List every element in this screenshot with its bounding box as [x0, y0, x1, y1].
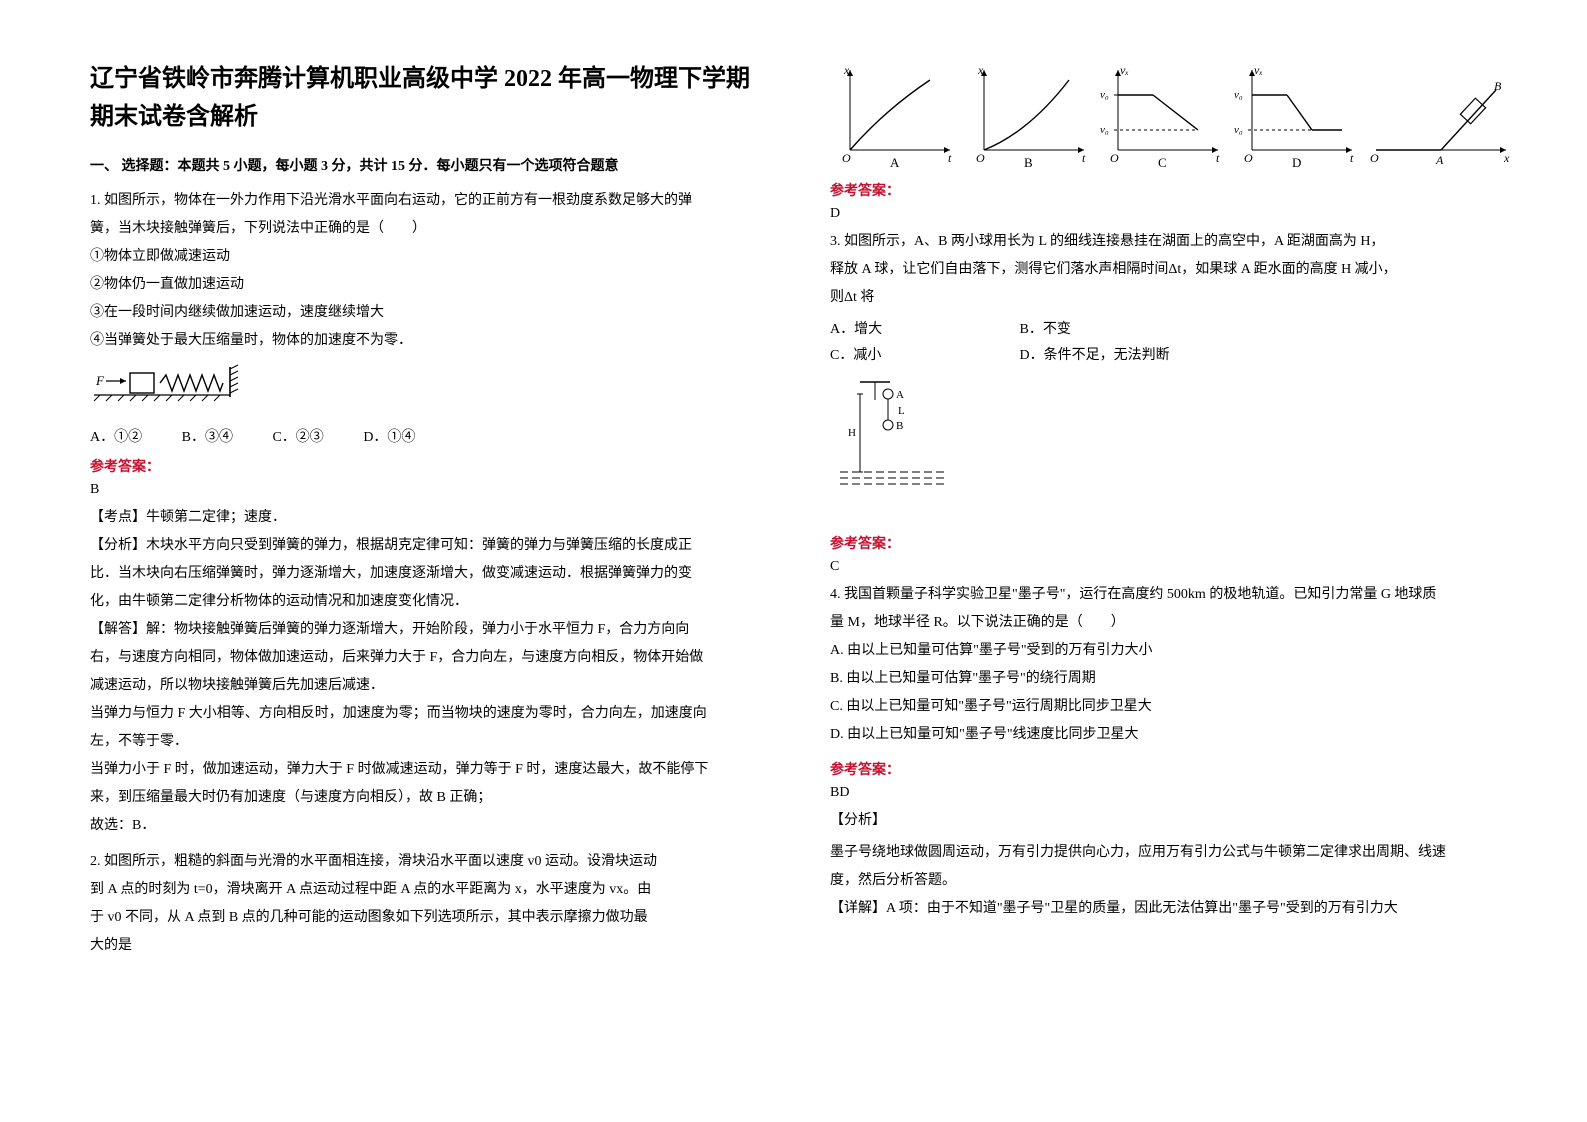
q1-stem-line2: 簧，当木块接触弹簧后，下列说法中正确的是（ ）: [90, 215, 770, 243]
svg-text:x: x: [843, 63, 850, 77]
graph-a: x O t A: [830, 60, 960, 170]
graph-b: x O t B: [964, 60, 1094, 170]
q1-choice-b: B．③④: [182, 430, 233, 445]
q1-choice-d: D．①④: [363, 430, 415, 445]
q1-fenxi-2: 比．当木块向右压缩弹簧时，弹力逐渐增大，加速度逐渐增大，做变减速运动．根据弹簧弹…: [90, 560, 770, 588]
svg-text:B: B: [1024, 155, 1033, 170]
q4-stem-2: 量 M，地球半径 R。以下说法正确的是（ ）: [830, 609, 1510, 637]
graph-d: vₓ v₀ v₀ O t D: [1232, 60, 1362, 170]
svg-text:O: O: [976, 151, 985, 165]
q1-choices: A．①② B．③④ C．②③ D．①④: [90, 426, 770, 446]
graph-c: vₓ v₀ v₀ O t C: [1098, 60, 1228, 170]
q1-option-3: ③在一段时间内继续做加速运动，速度继续增大: [90, 299, 770, 327]
svg-text:t: t: [1216, 151, 1220, 165]
svg-text:B: B: [896, 420, 903, 432]
svg-text:F: F: [95, 373, 105, 388]
svg-text:x: x: [1503, 151, 1510, 165]
spring-diagram: F: [90, 363, 770, 418]
q4-opt-a: A. 由以上已知量可估算"墨子号"受到的万有引力大小: [830, 637, 1510, 665]
q4-opt-c: C. 由以上已知量可知"墨子号"运行周期比同步卫星大: [830, 693, 1510, 721]
svg-text:v₀: v₀: [1100, 89, 1109, 101]
q2-ref-answer-label: 参考答案：: [830, 180, 1510, 200]
svg-text:v₀: v₀: [1234, 124, 1243, 136]
q3-stem-3: 则Δt 将: [830, 284, 1510, 312]
q3-options-row2: C．减小 D．条件不足，无法判断: [830, 344, 1510, 364]
q3-opt-c: C．减小: [830, 344, 980, 364]
balls-diagram: A L B H: [830, 372, 1510, 517]
q1-jieda-2: 右，与速度方向相同，物体做加速运动，后来弹力大于 F，合力向左，与速度方向相反，…: [90, 644, 770, 672]
q1-option-4: ④当弹簧处于最大压缩量时，物体的加速度不为零．: [90, 327, 770, 355]
svg-text:t: t: [948, 151, 952, 165]
q1-answer: B: [90, 482, 770, 498]
q4-opt-b: B. 由以上已知量可估算"墨子号"的绕行周期: [830, 665, 1510, 693]
q1-kaodian: 【考点】牛顿第二定律；速度．: [90, 504, 770, 532]
q1-jieda-6: 当弹力小于 F 时，做加速运动，弹力大于 F 时做减速运动，弹力等于 F 时，速…: [90, 756, 770, 784]
q1-choice-c: C．②③: [272, 430, 323, 445]
svg-text:D: D: [1292, 155, 1301, 170]
svg-text:vₓ: vₓ: [1120, 63, 1129, 77]
svg-text:L: L: [898, 405, 905, 417]
q1-jieda-8: 故选：B．: [90, 812, 770, 840]
svg-text:v₀: v₀: [1100, 124, 1109, 136]
section-1-header: 一、 选择题：本题共 5 小题，每小题 3 分，共计 15 分．每小题只有一个选…: [90, 155, 770, 175]
q2-answer: D: [830, 206, 1510, 222]
svg-text:O: O: [1110, 151, 1119, 165]
q1-jieda-5: 左，不等于零．: [90, 728, 770, 756]
q3-options-row1: A．增大 B．不变: [830, 318, 1510, 338]
q3-stem-1: 3. 如图所示，A、B 两小球用长为 L 的细线连接悬挂在湖面上的高空中，A 距…: [830, 228, 1510, 256]
q4-opt-d: D. 由以上已知量可知"墨子号"线速度比同步卫星大: [830, 721, 1510, 749]
q4-stem-1: 4. 我国首颗量子科学实验卫星"墨子号"，运行在高度约 500km 的极地轨道。…: [830, 581, 1510, 609]
svg-text:O: O: [1370, 151, 1379, 165]
svg-text:A: A: [896, 389, 904, 401]
q4-xiangjie: 【详解】A 项：由于不知道"墨子号"卫星的质量，因此无法估算出"墨子号"受到的万…: [830, 895, 1510, 923]
q3-stem-2: 释放 A 球，让它们自由落下，测得它们落水声相隔时间Δt，如果球 A 距水面的高…: [830, 256, 1510, 284]
svg-text:x: x: [977, 63, 984, 77]
q4-fenxi-label: 【分析】: [830, 807, 1510, 835]
svg-text:H: H: [848, 427, 856, 439]
svg-text:C: C: [1158, 155, 1167, 170]
q2-stem-3: 于 v0 不同，从 A 点到 B 点的几种可能的运动图象如下列选项所示，其中表示…: [90, 904, 770, 932]
q1-option-2: ②物体仍一直做加速运动: [90, 271, 770, 299]
q2-stem-2: 到 A 点的时刻为 t=0，滑块离开 A 点运动过程中距 A 点的水平距离为 x…: [90, 876, 770, 904]
q1-choice-a: A．①②: [90, 430, 142, 445]
q1-fenxi-1: 【分析】木块水平方向只受到弹簧的弹力，根据胡克定律可知：弹簧的弹力与弹簧压缩的长…: [90, 532, 770, 560]
q4-answer: BD: [830, 785, 1510, 801]
q1-jieda-1: 【解答】解：物块接触弹簧后弹簧的弹力逐渐增大，开始阶段，弹力小于水平恒力 F，合…: [90, 616, 770, 644]
svg-text:t: t: [1082, 151, 1086, 165]
q1-jieda-7: 来，到压缩量最大时仍有加速度（与速度方向相反），故 B 正确；: [90, 784, 770, 812]
q1-stem-line1: 1. 如图所示，物体在一外力作用下沿光滑水平面向右运动，它的正前方有一根劲度系数…: [90, 187, 770, 215]
svg-text:O: O: [1244, 151, 1253, 165]
svg-text:B: B: [1494, 79, 1502, 93]
q2-stem-1: 2. 如图所示，粗糙的斜面与光滑的水平面相连接，滑块沿水平面以速度 v0 运动。…: [90, 848, 770, 876]
q1-option-1: ①物体立即做减速运动: [90, 243, 770, 271]
q1-jieda-3: 减速运动，所以物块接触弹簧后先加速后减速．: [90, 672, 770, 700]
q3-opt-d: D．条件不足，无法判断: [1020, 348, 1170, 363]
q3-ref-answer-label: 参考答案：: [830, 533, 1510, 553]
q1-ref-answer-label: 参考答案：: [90, 456, 770, 476]
q3-answer: C: [830, 559, 1510, 575]
svg-text:A: A: [890, 155, 900, 170]
svg-text:t: t: [1350, 151, 1354, 165]
q3-opt-a: A．增大: [830, 318, 980, 338]
svg-text:vₓ: vₓ: [1254, 63, 1263, 77]
svg-text:v₀: v₀: [1234, 89, 1243, 101]
q2-stem-4: 大的是: [90, 932, 770, 960]
svg-text:O: O: [842, 151, 851, 165]
q2-graphs: x O t A x O t B: [830, 60, 1510, 170]
q1-fenxi-3: 化，由牛顿第二定律分析物体的运动情况和加速度变化情况．: [90, 588, 770, 616]
q4-ref-answer-label: 参考答案：: [830, 759, 1510, 779]
incline-diagram: O A B x: [1366, 60, 1516, 170]
q3-opt-b: B．不变: [1020, 322, 1071, 337]
q1-jieda-4: 当弹力与恒力 F 大小相等、方向相反时，加速度为零；而当物块的速度为零时，合力向…: [90, 700, 770, 728]
q4-fenxi-2: 度，然后分析答题。: [830, 867, 1510, 895]
right-column: x O t A x O t B: [830, 60, 1510, 960]
left-column: 辽宁省铁岭市奔腾计算机职业高级中学 2022 年高一物理下学期期末试卷含解析 一…: [90, 60, 770, 960]
svg-text:A: A: [1435, 153, 1444, 167]
q4-fenxi-1: 墨子号绕地球做圆周运动，万有引力提供向心力，应用万有引力公式与牛顿第二定律求出周…: [830, 839, 1510, 867]
exam-title: 辽宁省铁岭市奔腾计算机职业高级中学 2022 年高一物理下学期期末试卷含解析: [90, 60, 770, 137]
